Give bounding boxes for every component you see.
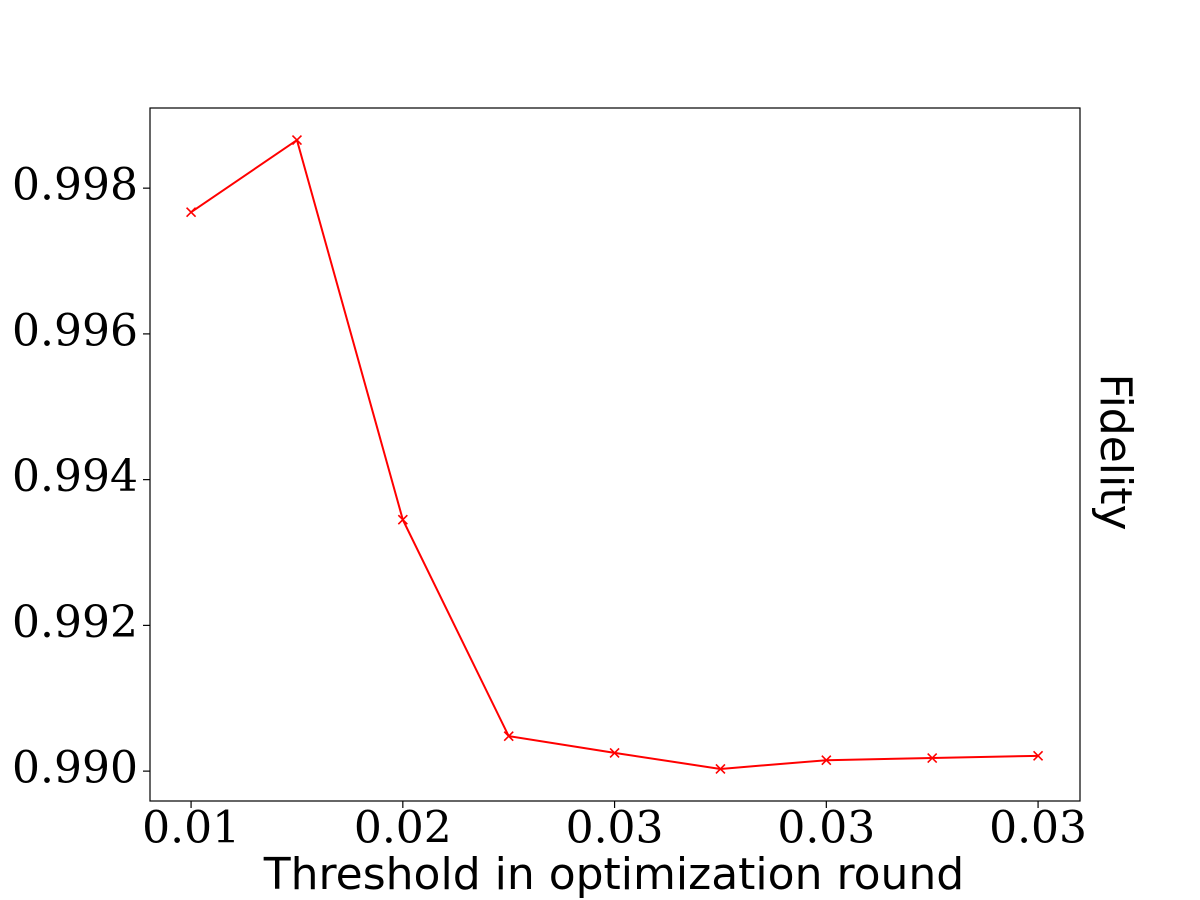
series-line [190, 138, 1039, 770]
y-tick-label: 0.990 [12, 743, 138, 794]
marker [927, 752, 938, 764]
x-axis-label: Threshold in optimization round [263, 849, 964, 900]
marker [397, 514, 408, 525]
y-tick-label: 0.996 [12, 305, 138, 356]
y-tick-label: 0.994 [12, 451, 138, 502]
marker [186, 207, 197, 218]
x-tick-label: 0.01 [142, 803, 240, 854]
y-tick-label: 0.992 [12, 597, 138, 648]
marker [291, 134, 303, 146]
x-tick-label: 0.02 [354, 803, 452, 854]
y-tick-label: 0.998 [12, 160, 138, 211]
marker [1033, 750, 1044, 761]
x-tick-label: 0.03 [989, 803, 1087, 854]
x-tick-label: 0.03 [777, 803, 875, 854]
marker [821, 755, 832, 766]
marker [715, 763, 726, 775]
marker [503, 731, 514, 742]
axes-frame [149, 107, 1081, 802]
x-tick-label: 0.03 [566, 803, 664, 854]
marker [609, 747, 620, 758]
y-axis-label: Fidelity [1090, 373, 1141, 530]
